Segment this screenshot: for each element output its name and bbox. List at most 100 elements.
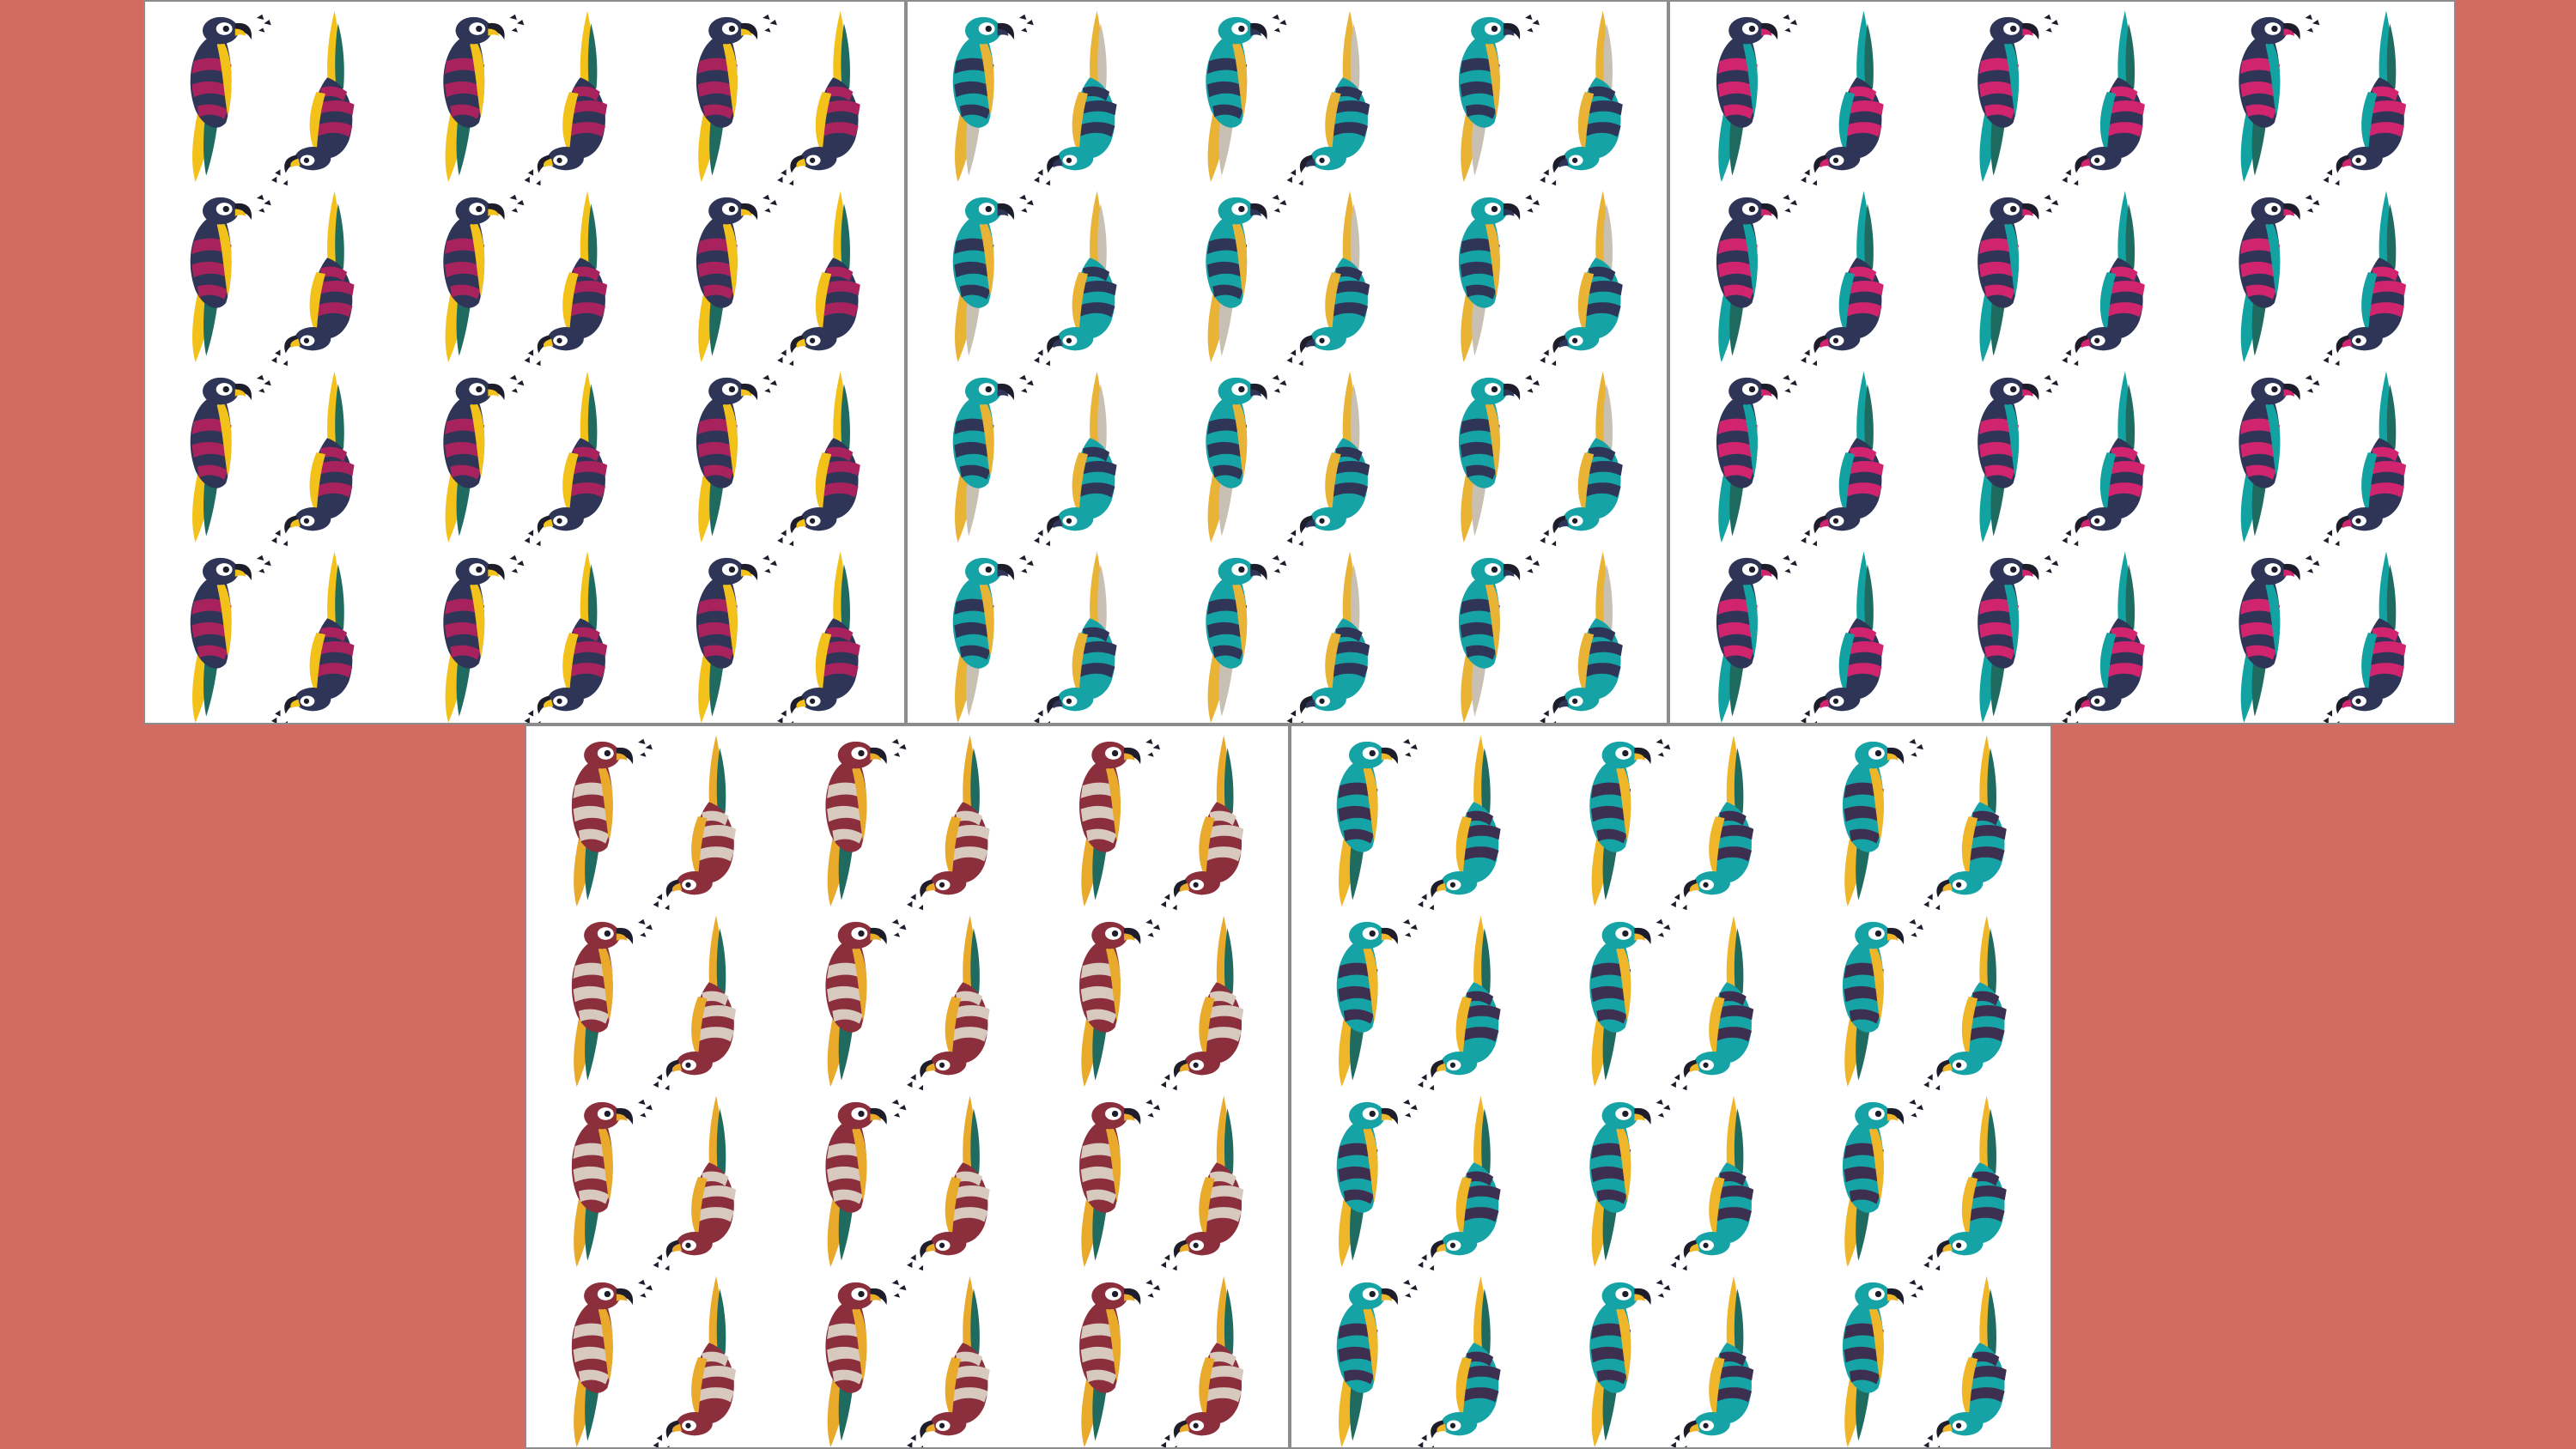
parrot-icon	[1033, 371, 1117, 547]
parrot-icon	[1589, 1279, 1671, 1447]
parrot-icon	[907, 1095, 990, 1271]
parrot-icon	[952, 194, 1034, 362]
parrot-icon	[1160, 915, 1244, 1091]
parrot-icon	[1160, 1276, 1244, 1447]
parrot-icon	[2239, 194, 2320, 362]
parrot-icon	[1206, 555, 1287, 723]
parrot-icon	[1079, 1279, 1161, 1447]
parrot-icon	[1336, 1279, 1418, 1447]
parrot-icon	[524, 371, 608, 547]
parrot-icon	[443, 374, 525, 543]
parrot-icon	[1206, 194, 1287, 362]
parrot-icon	[696, 374, 777, 543]
parrot-icon	[1286, 551, 1370, 723]
parrot-icon	[2239, 374, 2320, 543]
parrot-icon	[270, 10, 355, 186]
parrot-icon	[952, 374, 1034, 543]
parrot-icon	[696, 555, 777, 723]
parrot-icon	[825, 1279, 907, 1447]
parrot-icon	[1923, 735, 2007, 911]
parrot-icon	[524, 191, 608, 367]
parrot-icon	[2323, 191, 2407, 367]
parrot-icon	[2239, 14, 2320, 182]
parrot-icon	[1206, 374, 1287, 543]
parrot-icon	[1842, 1099, 1923, 1267]
parrot-icon	[1842, 919, 1923, 1087]
parrot-icon	[653, 915, 737, 1091]
parrot-icon	[190, 14, 271, 182]
parrot-icon	[1458, 14, 1540, 182]
parrot-icon	[1033, 191, 1117, 367]
parrot-icon	[1670, 1276, 1754, 1447]
parrot-icon	[1923, 1095, 2007, 1271]
parrot-icon	[1458, 555, 1540, 723]
parrot-icon	[1978, 14, 2059, 182]
parrot-pattern-1	[190, 10, 860, 723]
parrot-icon	[524, 551, 608, 723]
parrot-icon	[1801, 191, 1884, 367]
parrot-icon	[1978, 374, 2059, 543]
parrot-icon	[571, 1099, 653, 1267]
parrot-icon	[653, 1276, 737, 1447]
parrot-pattern-3	[1716, 10, 2407, 723]
parrot-icon	[1842, 738, 1923, 906]
parrot-icon	[571, 919, 653, 1087]
parrot-icon	[1923, 1276, 2007, 1447]
parrot-icon	[1417, 1095, 1501, 1271]
parrot-icon	[571, 1279, 653, 1447]
parrot-icon	[1978, 194, 2059, 362]
parrot-icon	[1670, 735, 1754, 911]
parrot-icon	[443, 555, 525, 723]
parrot-pattern-2	[952, 10, 1623, 723]
parrot-icon	[2062, 551, 2145, 723]
parrot-icon	[1286, 191, 1370, 367]
parrot-icon	[1160, 1095, 1244, 1271]
parrot-icon	[1417, 735, 1501, 911]
parrot-icon	[2323, 371, 2407, 547]
parrot-icon	[1540, 191, 1623, 367]
parrot-icon	[1589, 1099, 1671, 1267]
parrot-pattern-5	[1336, 735, 2007, 1447]
parrot-icon	[1540, 371, 1623, 547]
parrot-icon	[1033, 10, 1117, 186]
parrot-icon	[825, 919, 907, 1087]
parrot-icon	[571, 738, 653, 906]
pattern-swatch-2[interactable]	[906, 0, 1668, 724]
pattern-swatch-4[interactable]	[525, 724, 1290, 1449]
parrot-icon	[1670, 915, 1754, 1091]
parrot-icon	[1160, 735, 1244, 911]
parrot-icon	[1540, 551, 1623, 723]
parrot-icon	[2323, 10, 2407, 186]
parrot-icon	[907, 915, 990, 1091]
parrot-icon	[270, 551, 355, 723]
parrot-icon	[1458, 194, 1540, 362]
parrot-icon	[1716, 374, 1797, 543]
parrot-icon	[653, 735, 737, 911]
parrot-icon	[1336, 919, 1418, 1087]
parrot-icon	[1670, 1095, 1754, 1271]
parrot-icon	[696, 194, 777, 362]
parrot-icon	[1417, 915, 1501, 1091]
pattern-swatch-3[interactable]	[1668, 0, 2456, 724]
parrot-icon	[1079, 738, 1161, 906]
parrot-icon	[1458, 374, 1540, 543]
parrot-icon	[2062, 10, 2145, 186]
parrot-icon	[777, 371, 860, 547]
parrot-icon	[190, 194, 271, 362]
parrot-icon	[777, 191, 860, 367]
parrot-icon	[1286, 371, 1370, 547]
parrot-icon	[653, 1095, 737, 1271]
parrot-icon	[1336, 1099, 1418, 1267]
pattern-swatch-1[interactable]	[143, 0, 906, 724]
parrot-icon	[907, 735, 990, 911]
parrot-icon	[1978, 555, 2059, 723]
parrot-icon	[1589, 919, 1671, 1087]
parrot-icon	[1417, 1276, 1501, 1447]
parrot-icon	[907, 1276, 990, 1447]
parrot-icon	[1716, 14, 1797, 182]
parrot-icon	[952, 14, 1034, 182]
parrot-icon	[777, 10, 860, 186]
parrot-icon	[2062, 371, 2145, 547]
pattern-swatch-5[interactable]	[1290, 724, 2052, 1449]
parrot-icon	[1716, 194, 1797, 362]
